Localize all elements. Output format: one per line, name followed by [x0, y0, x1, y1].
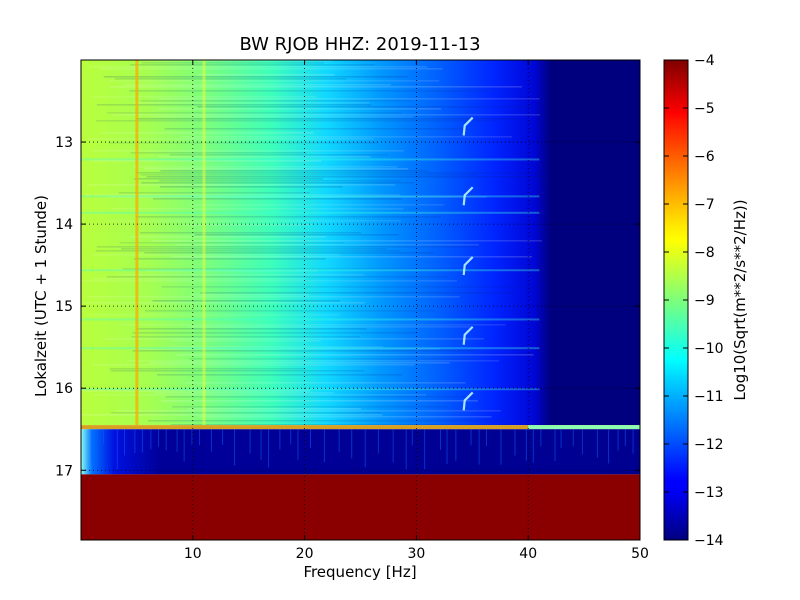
region-transition [81, 425, 640, 430]
colorbar-tick-label: −9 [694, 293, 715, 309]
colorbar-tick-label: −10 [694, 341, 724, 357]
spectral-banding [81, 60, 549, 426]
colorbar-tick-label: −12 [694, 437, 724, 453]
y-tick-label: 15 [55, 299, 73, 315]
x-tick-label: 20 [296, 546, 314, 562]
transient-event [462, 186, 474, 206]
transient-event [462, 256, 474, 276]
x-tick-label: 10 [184, 546, 202, 562]
y-tick-label: 14 [55, 217, 73, 233]
persistent-line [135, 60, 139, 426]
plot-frame [80, 59, 641, 541]
x-axis: 10 20 30 40 50 [184, 60, 649, 562]
colorbar-tick-label: −11 [694, 389, 724, 405]
y-tick-label: 13 [55, 135, 73, 151]
colorbar-tick-label: −8 [694, 245, 715, 261]
y-tick-label: 16 [55, 381, 73, 397]
persistent-line [202, 60, 206, 426]
colorbar-label: Log10(Sqrt(m**2/s**2/Hz)) [731, 199, 749, 400]
colorbar-tick-label: −4 [694, 53, 715, 69]
x-axis-label: Frequency [Hz] [303, 563, 416, 581]
x-tick-label: 40 [519, 546, 537, 562]
x-tick-label: 30 [407, 546, 425, 562]
region-saturated [81, 474, 640, 540]
x-tick-label: 50 [631, 546, 649, 562]
colorbar-tick-label: −14 [694, 533, 724, 549]
transient-event [462, 325, 474, 345]
colorbar-axis: −4 −5 −6 −7 −8 −9 −10 −11 −12 −13 −14 [664, 53, 724, 549]
region-quiet [81, 429, 640, 475]
transient-event [462, 116, 474, 136]
colorbar-tick-label: −5 [694, 101, 715, 117]
y-tick-label: 17 [55, 463, 73, 479]
heatmap-area [81, 60, 640, 540]
grid [81, 60, 640, 540]
quiet-spikes [91, 429, 634, 470]
transient-event [462, 391, 474, 411]
colorbar-tick-label: −13 [694, 485, 724, 501]
y-axis: 13 14 15 16 17 [55, 135, 640, 479]
chart-title: BW RJOB HHZ: 2019-11-13 [239, 34, 480, 55]
y-axis-label: Lokalzeit (UTC + 1 Stunde) [32, 195, 50, 397]
region-day [81, 60, 640, 426]
colorbar-tick-label: −7 [694, 197, 715, 213]
colorbar-tick-label: −6 [694, 149, 715, 165]
